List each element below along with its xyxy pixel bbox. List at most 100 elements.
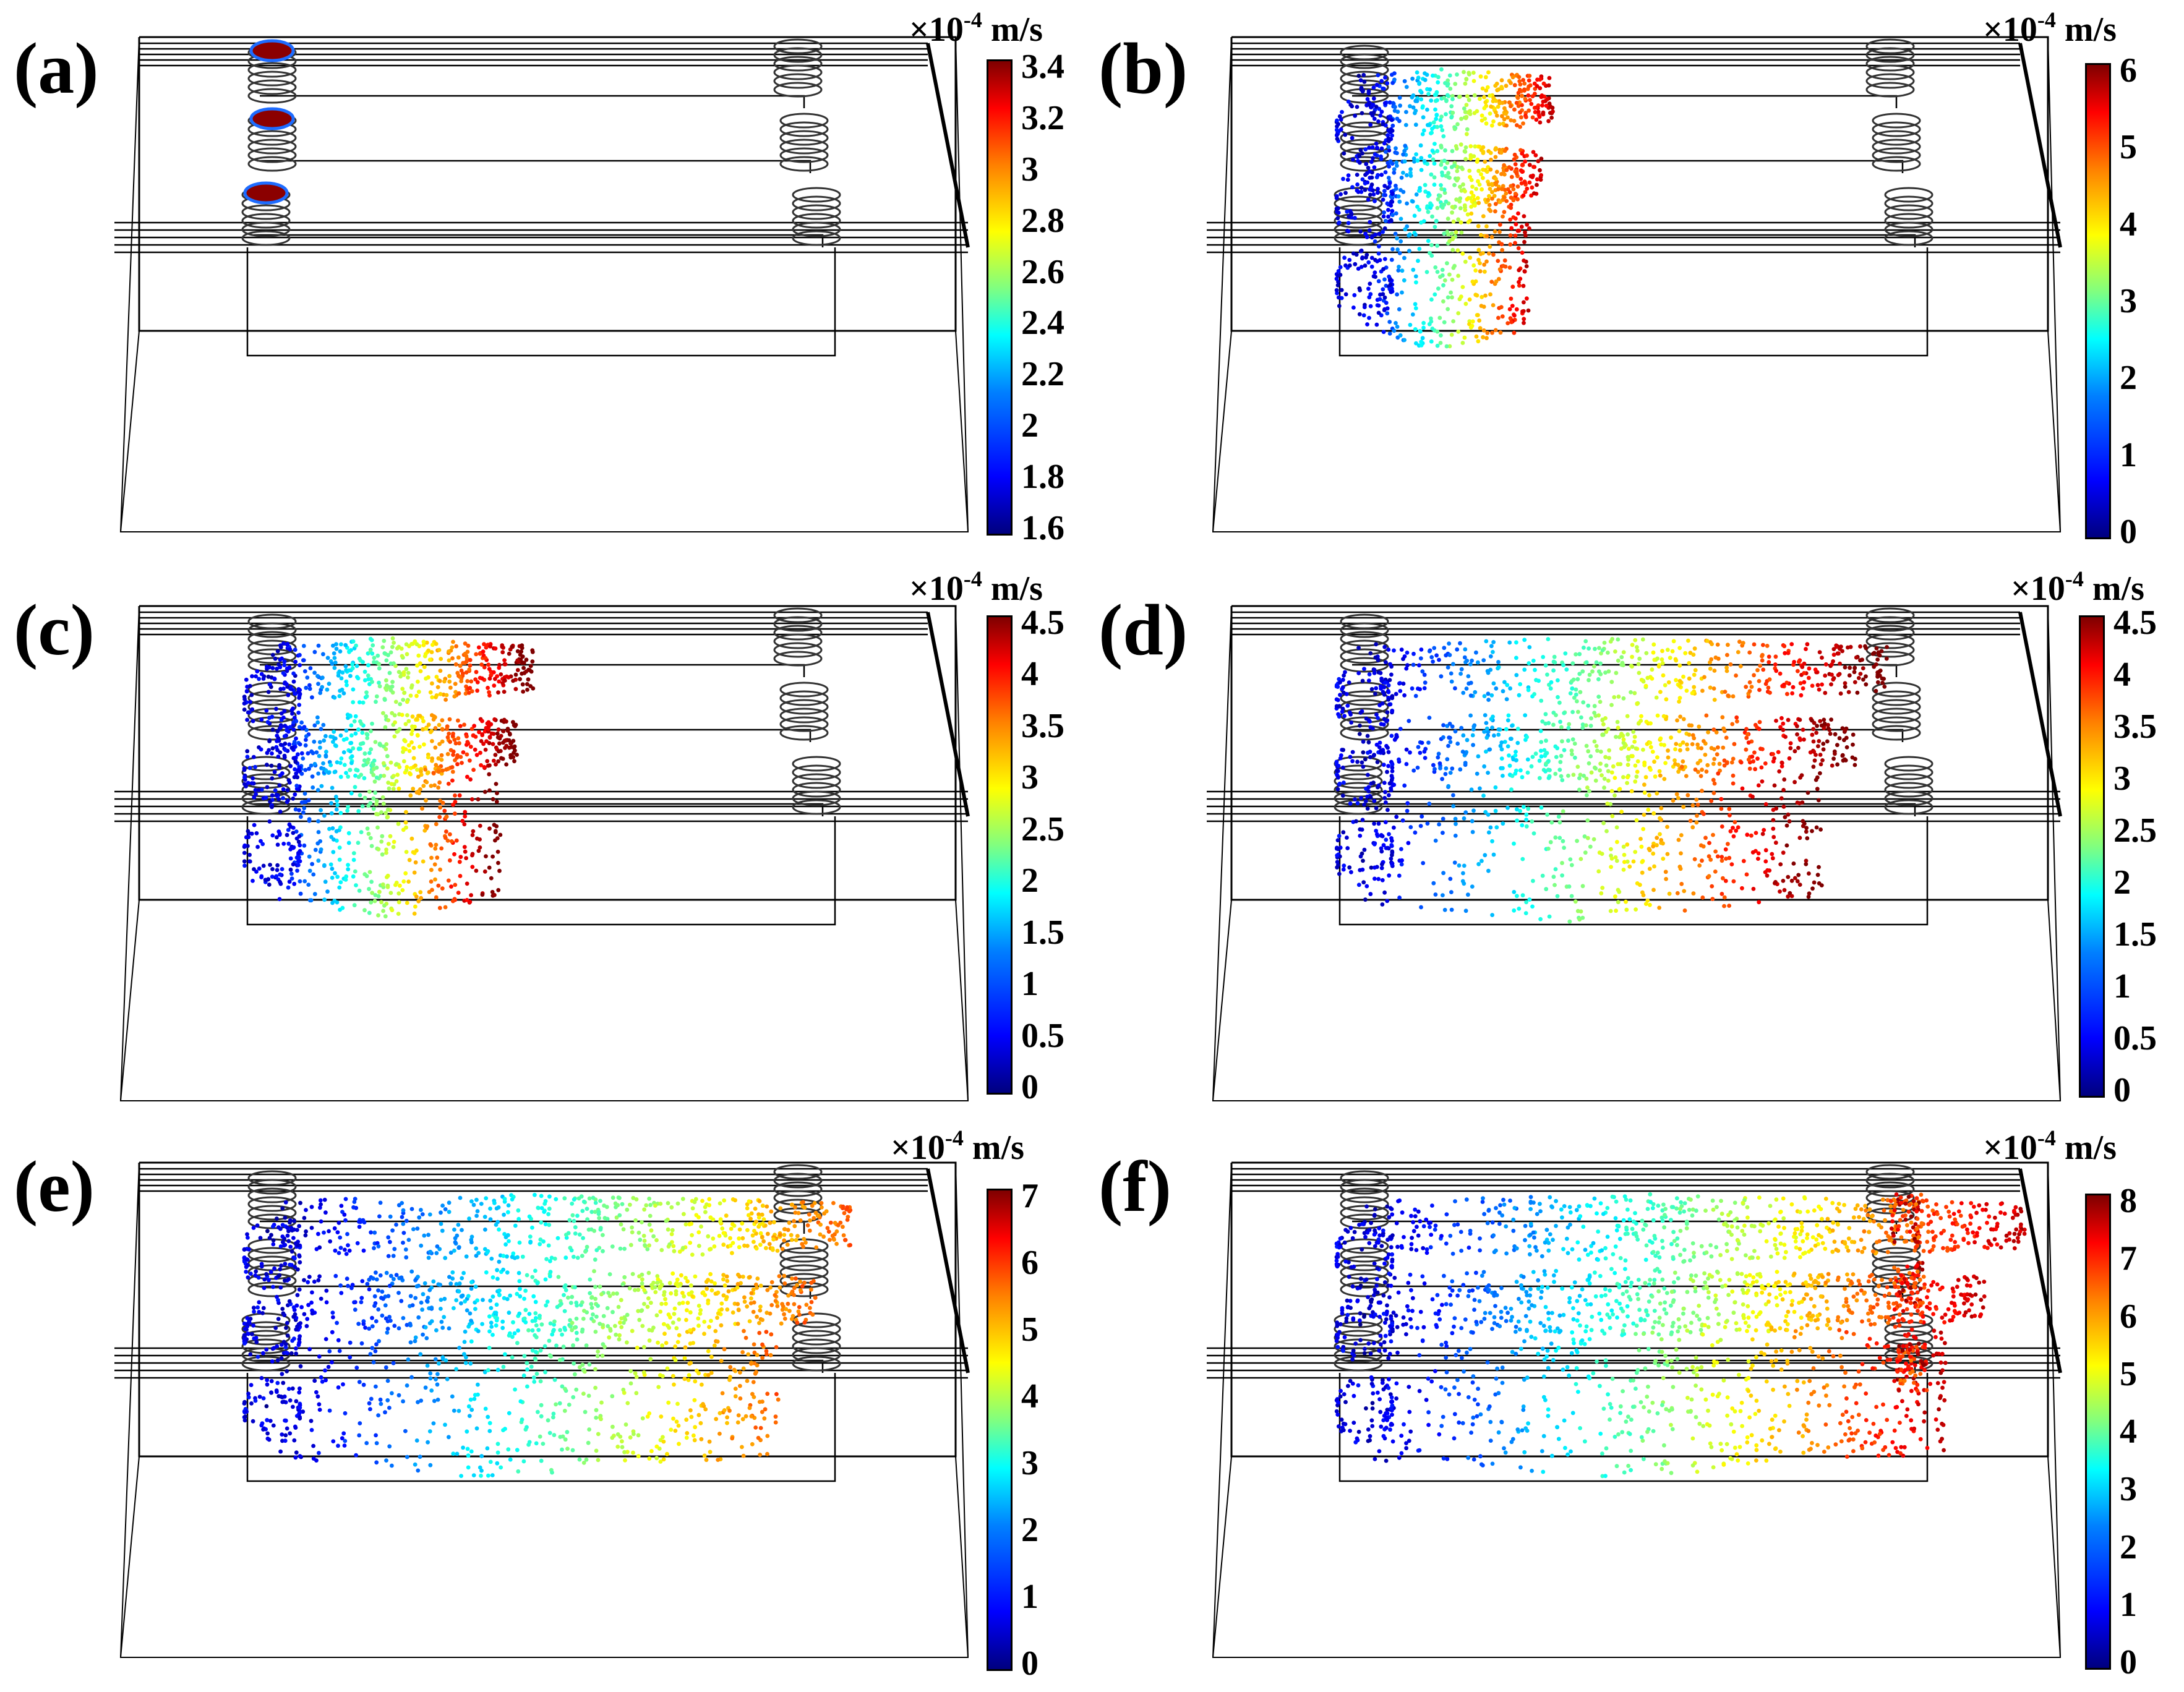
colorbar-tick-label: 1	[1021, 1578, 1038, 1616]
coil-icon	[1884, 187, 1933, 246]
colorbar-tick-label: 2	[2120, 359, 2137, 398]
colorbar-tick-label: 2.5	[2113, 811, 2157, 850]
coil-icon	[1340, 1170, 1389, 1229]
colorbar-c	[987, 615, 1013, 1095]
panel-a: (a) ×10-4 m/s 3.4 3.2 3 2.8 2.6 2.4 2.2 2 1.8 1.6	[0, 0, 1092, 547]
colorbar-tick-label: 0	[1021, 1068, 1038, 1106]
coil-icon	[241, 181, 291, 246]
coil-icon	[773, 607, 823, 667]
coil-icon	[792, 756, 841, 815]
coil-icon	[1865, 38, 1915, 98]
model-view-c	[114, 605, 970, 1101]
colorbar-tick-label: 1.8	[1021, 458, 1064, 497]
panel-label-d: (d)	[1098, 589, 1188, 670]
colorbar-tick-label: 4	[1021, 1377, 1038, 1416]
model-view-f	[1207, 1161, 2062, 1658]
colorbar-f	[2085, 1194, 2111, 1670]
colorbar-tick-label: 7	[2120, 1239, 2137, 1278]
colorbar-tick-label: 0	[1021, 1644, 1038, 1683]
colorbar-tick-label: 2	[1021, 406, 1038, 445]
coil-icon	[1872, 113, 1921, 172]
coil-icon	[792, 1312, 841, 1372]
coil-icon	[1334, 756, 1383, 815]
colorbar-tick-label: 2	[1021, 1511, 1038, 1549]
colorbar-tick-label: 4	[2120, 205, 2137, 244]
colorbar-unit-b: ×10-4 m/s	[1983, 7, 2117, 49]
colorbar-tick-label: 3.5	[1021, 706, 1064, 745]
colorbar-tick-label: 1.5	[1021, 913, 1064, 952]
colorbar-tick-label: 4	[2113, 656, 2131, 694]
colorbar-a	[987, 59, 1013, 536]
wireframe	[1207, 36, 2062, 532]
colorbar-tick-label: 4.5	[2113, 604, 2157, 642]
colorbar-unit-c: ×10-4 m/s	[909, 566, 1043, 608]
model-view-e	[114, 1161, 970, 1658]
panel-label-a: (a)	[14, 28, 99, 109]
panel-b: (b) ×10-4 m/s 6 5 4 3 2 1 0	[1092, 0, 2184, 549]
panel-label-e: (e)	[14, 1146, 95, 1227]
colorbar-tick-label: 7	[1021, 1177, 1038, 1215]
model-view-a	[114, 36, 970, 532]
colorbar-tick-label: 3	[1021, 758, 1038, 797]
particle-cloud	[1334, 636, 1889, 924]
colorbar-tick-label: 3.4	[1021, 48, 1064, 86]
colorbar-unit-e: ×10-4 m/s	[891, 1126, 1024, 1167]
coil-icon	[792, 187, 841, 246]
wireframe	[114, 605, 970, 1101]
colorbar-tick-label: 2.6	[1021, 252, 1064, 291]
colorbar-tick-label: 5	[2120, 128, 2137, 167]
model-view-d	[1207, 605, 2062, 1101]
colorbar-tick-label: 2	[1021, 861, 1038, 900]
colorbar-tick-label: 4.5	[1021, 604, 1064, 642]
colorbar-tick-label: 0	[2113, 1071, 2131, 1109]
colorbar-tick-label: 2	[2113, 863, 2131, 902]
colorbar-tick-label: 3	[2120, 282, 2137, 320]
wireframe	[114, 36, 970, 532]
colorbar-tick-label: 2.2	[1021, 355, 1064, 394]
coil-icon	[779, 113, 829, 172]
colorbar-tick-label: 1.6	[1021, 509, 1064, 547]
colorbar-tick-label: 2	[2120, 1528, 2137, 1566]
colorbar-unit-d: ×10-4 m/s	[2011, 566, 2144, 608]
coil-icon	[1872, 682, 1921, 741]
particle-cloud	[242, 636, 536, 919]
colorbar-tick-label: 0.5	[2113, 1019, 2157, 1058]
coil-icon	[1340, 682, 1389, 741]
colorbar-tick-label: 2.5	[1021, 810, 1064, 848]
panel-d: (d) ×10-4 m/s 4.5 4 3.5 3 2.5 2 1.5 1 0.5 0	[1092, 557, 2184, 1113]
colorbar-tick-label: 3	[2113, 759, 2131, 798]
colorbar-tick-label: 3	[2120, 1470, 2137, 1509]
wireframe	[1207, 605, 2062, 1101]
colorbar-tick-label: 3	[1021, 150, 1038, 189]
coil-icon	[1334, 1312, 1383, 1372]
coil-icon	[247, 39, 297, 104]
wireframe	[114, 1161, 970, 1658]
colorbar-tick-label: 1	[1021, 965, 1038, 1004]
coil-icon	[1340, 613, 1389, 673]
particle-cloud	[1334, 67, 1555, 349]
colorbar-tick-label: 4	[1021, 655, 1038, 694]
colorbar-tick-label: 8	[2120, 1182, 2137, 1220]
particle-cloud	[242, 1192, 853, 1478]
colorbar-tick-label: 2.4	[1021, 304, 1064, 343]
coil-icon	[1884, 756, 1933, 815]
coil-icon	[779, 682, 829, 741]
colorbar-tick-label: 2.8	[1021, 201, 1064, 240]
coil-icon	[247, 107, 297, 172]
colorbar-tick-label: 1	[2113, 967, 2131, 1006]
colorbar-tick-label: 0.5	[1021, 1016, 1064, 1055]
colorbar-tick-label: 4	[2120, 1412, 2137, 1451]
colorbar-tick-label: 3.5	[2113, 707, 2157, 746]
colorbar-tick-label: 0	[2120, 1643, 2137, 1681]
panel-label-f: (f)	[1098, 1146, 1171, 1227]
panel-f: (f) ×10-4 m/s 8 7 6 5 4 3 2 1 0	[1092, 1126, 2184, 1692]
colorbar-tick-label: 1	[2120, 435, 2137, 474]
colorbar-d	[2079, 615, 2105, 1098]
coil-icon	[773, 38, 823, 98]
colorbar-tick-label: 5	[2120, 1354, 2137, 1393]
colorbar-tick-label: 1.5	[2113, 915, 2157, 954]
panel-e: (e) ×10-4 m/s 7 6 5 4 3 2 1 0	[0, 1126, 1092, 1692]
colorbar-tick-label: 0	[2120, 513, 2137, 551]
colorbar-tick-label: 3	[1021, 1444, 1038, 1482]
panel-label-c: (c)	[14, 589, 95, 670]
